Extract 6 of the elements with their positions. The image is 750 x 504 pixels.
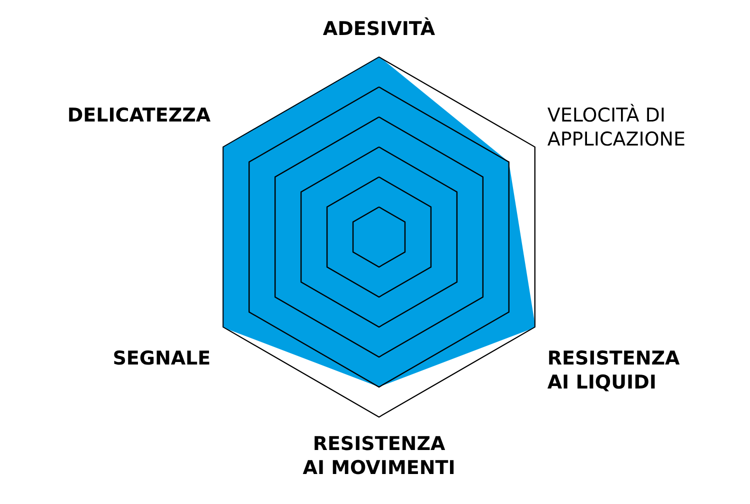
spoke-label: DELICATEZZA	[67, 104, 211, 126]
spoke-label: RESISTENZA AI MOVIMENTI	[302, 433, 456, 479]
spoke-label: RESISTENZA AI LIQUIDI	[547, 348, 680, 394]
spoke-label: SEGNALE	[112, 348, 211, 370]
spoke-label: ADESIVITÀ	[322, 17, 436, 40]
spoke-label: VELOCITÀ DI APPLICAZIONE	[547, 104, 686, 150]
